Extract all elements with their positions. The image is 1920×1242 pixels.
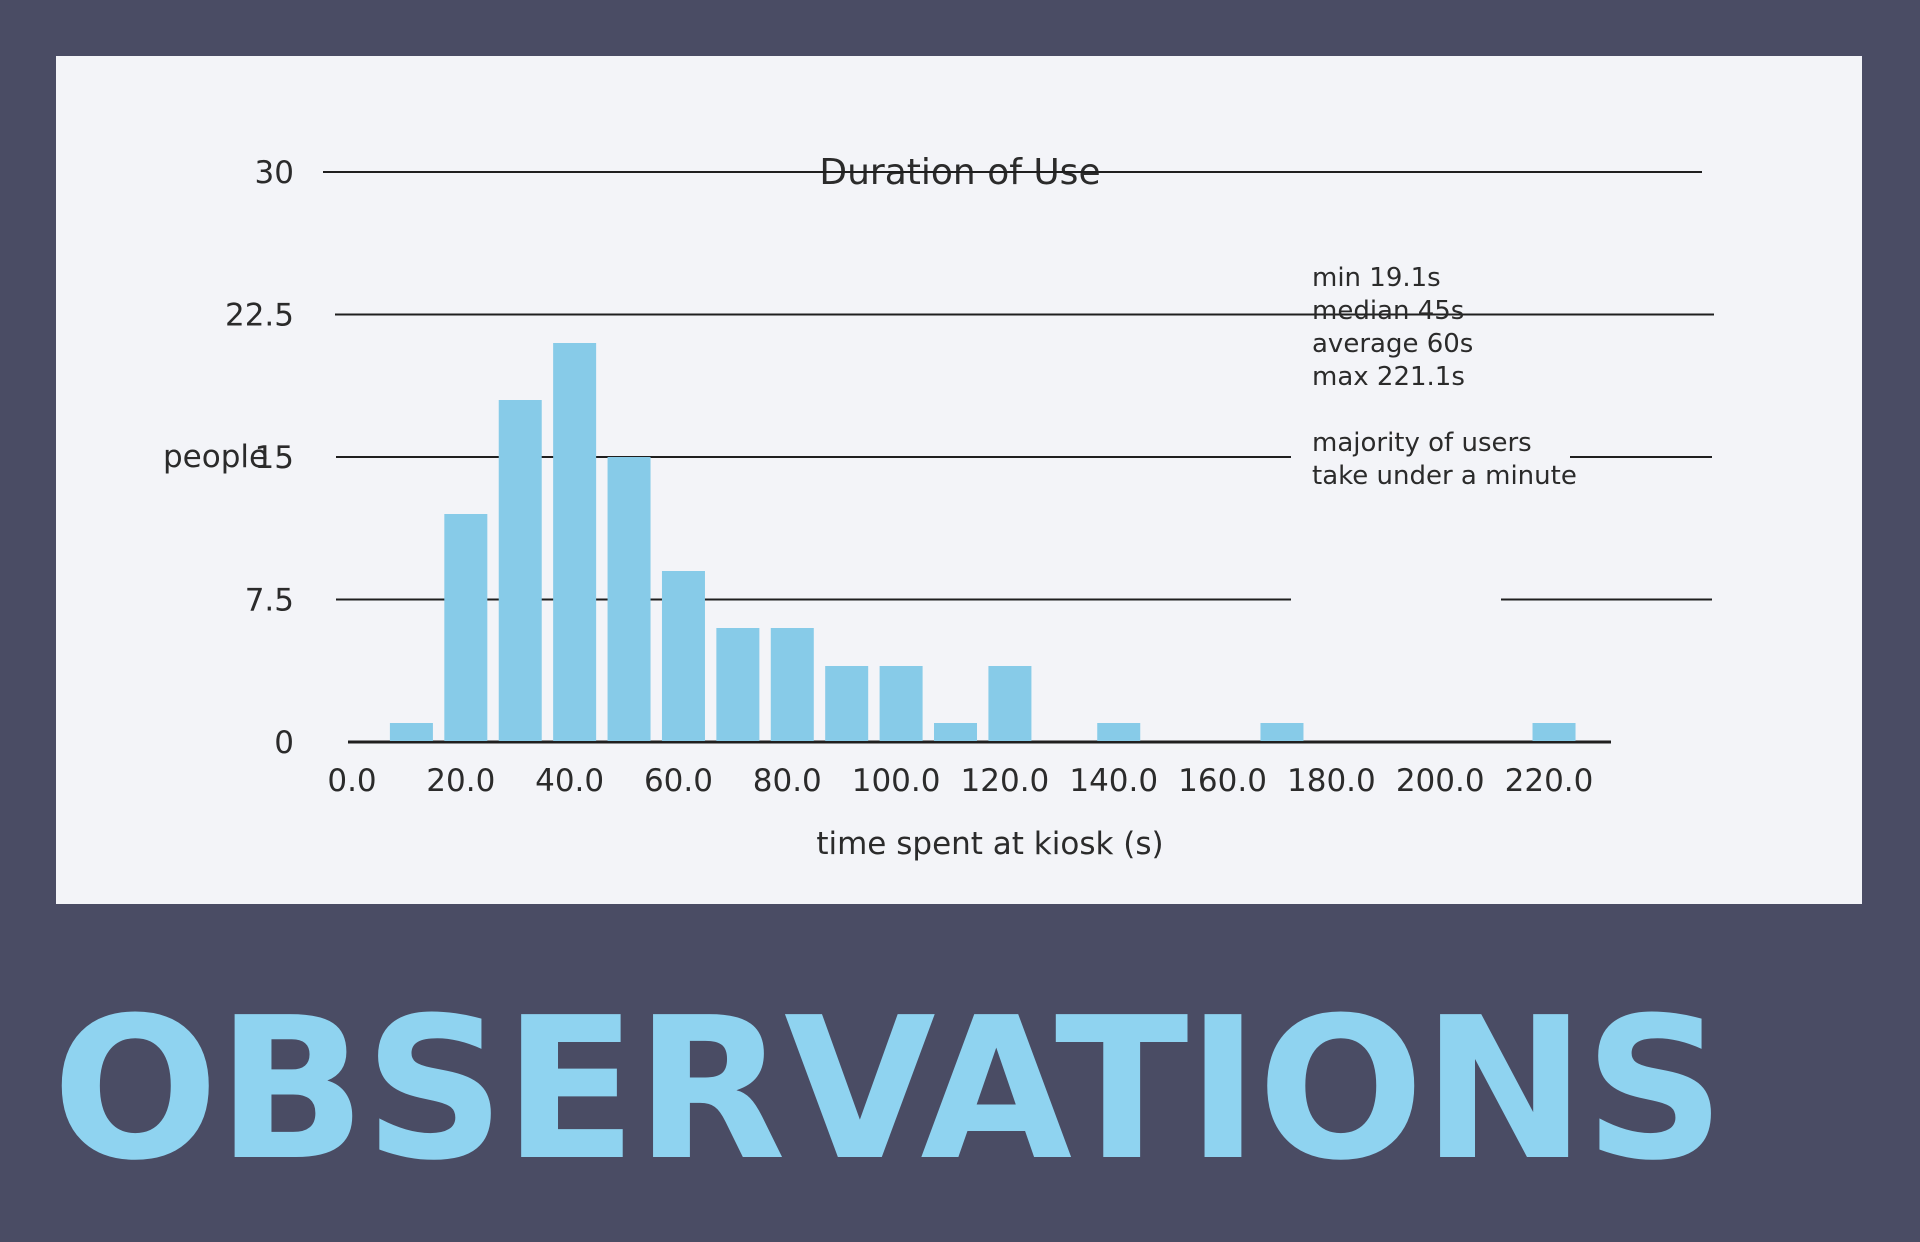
- bar-140: [1097, 723, 1141, 741]
- bar-90: [825, 666, 869, 741]
- bar-70: [716, 628, 760, 741]
- bar-40: [553, 343, 597, 741]
- x-tick-label-100.0: 100.0: [852, 763, 941, 799]
- bar-100: [879, 666, 923, 741]
- x-tick-label-180.0: 180.0: [1287, 763, 1376, 799]
- stat-line-0: min 19.1s: [1312, 263, 1441, 293]
- y-tick-labels: 0 7.5 15 22.5 30: [225, 155, 294, 761]
- x-tick-label-220.0: 220.0: [1505, 763, 1594, 799]
- x-tick-label-20.0: 20.0: [426, 763, 495, 799]
- x-axis-label: time spent at kiosk (s): [816, 826, 1163, 862]
- gridlines: [323, 171, 1714, 744]
- bar-30: [498, 400, 542, 741]
- note-line-0: majority of users: [1312, 428, 1532, 458]
- x-tick-label-60.0: 60.0: [644, 763, 713, 799]
- observations-heading: OBSERVATIONS: [52, 976, 1725, 1204]
- x-tick-label-40.0: 40.0: [535, 763, 604, 799]
- bar-220: [1532, 723, 1576, 741]
- y-tick-label-30: 30: [255, 155, 294, 191]
- x-tick-label-0.0: 0.0: [327, 763, 376, 799]
- bar-20: [444, 514, 488, 741]
- bar-10: [389, 723, 433, 741]
- note-line-1: take under a minute: [1312, 461, 1577, 491]
- y-tick-label-7.5: 7.5: [245, 583, 294, 619]
- bars: [389, 343, 1576, 741]
- y-tick-label-0: 0: [274, 725, 294, 761]
- bar-60: [661, 571, 705, 741]
- x-tick-label-200.0: 200.0: [1396, 763, 1485, 799]
- y-axis-label: people: [163, 439, 268, 475]
- stat-line-1: median 45s: [1312, 296, 1464, 326]
- bar-80: [770, 628, 814, 741]
- x-tick-label-140.0: 140.0: [1069, 763, 1158, 799]
- y-tick-label-15: 15: [255, 440, 294, 476]
- stat-line-2: average 60s: [1312, 329, 1473, 359]
- x-tick-label-120.0: 120.0: [961, 763, 1050, 799]
- x-tick-label-160.0: 160.0: [1178, 763, 1267, 799]
- x-tick-label-80.0: 80.0: [753, 763, 822, 799]
- histogram-chart: Duration of Use people time spent at kio…: [163, 152, 1714, 862]
- chart-panel: Duration of Use people time spent at kio…: [56, 56, 1862, 904]
- bar-170: [1260, 723, 1304, 741]
- x-tick-labels: 0.0 20.0 40.0 60.0 80.0 100.0 120.0 140.0 160.0 1…: [327, 763, 1593, 799]
- bar-50: [607, 457, 651, 741]
- bar-110: [934, 723, 978, 741]
- stat-line-3: max 221.1s: [1312, 362, 1465, 392]
- y-tick-label-22.5: 22.5: [225, 298, 294, 334]
- bar-120: [988, 666, 1032, 741]
